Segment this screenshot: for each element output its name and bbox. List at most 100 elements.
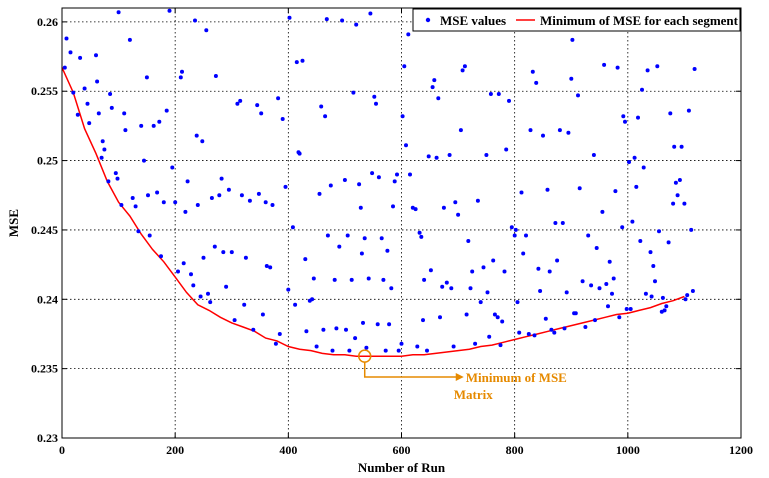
mse-point [391, 204, 395, 209]
mse-point [682, 201, 687, 206]
mse-point [643, 291, 648, 296]
mse-point [221, 250, 226, 255]
mse-point [359, 251, 364, 256]
mse-point [395, 172, 399, 177]
mse-point [400, 114, 405, 119]
mse-point [64, 36, 69, 41]
annotation-text-line-1: Minimum of MSE [466, 370, 567, 385]
mse-point [290, 225, 295, 230]
mse-point [173, 200, 178, 205]
mse-point [232, 318, 237, 323]
mse-point [204, 28, 209, 33]
mse-point [577, 186, 582, 191]
mse-point [219, 176, 224, 181]
mse-point [649, 294, 654, 299]
mse-point [526, 332, 531, 336]
mse-point [370, 171, 375, 176]
annotation-arrowhead [455, 372, 464, 381]
mse-point [159, 254, 163, 259]
mse-point [191, 283, 196, 288]
mse-point [438, 315, 442, 320]
mse-point [589, 283, 594, 288]
mse-point [264, 264, 269, 268]
mse-point [404, 143, 408, 148]
mse-point [106, 179, 111, 184]
mse-point [660, 295, 665, 300]
mse-point [413, 207, 418, 212]
plot-frame [61, 7, 742, 439]
mse-point [415, 344, 420, 349]
mse-point [122, 111, 127, 116]
mse-point [641, 165, 646, 170]
mse-point [294, 60, 299, 65]
mse-point [534, 80, 539, 85]
mse-point [607, 259, 612, 264]
mse-point [512, 233, 517, 238]
mse-point [638, 239, 643, 243]
mse-point [543, 316, 548, 321]
mse-point [194, 133, 199, 138]
mse-point [303, 257, 308, 262]
mse-point [243, 255, 248, 260]
x-tick-label: 0 [59, 443, 65, 457]
mse-point [421, 318, 425, 323]
mse-point [242, 302, 247, 307]
mse-point [623, 119, 627, 124]
mse-point [189, 272, 193, 277]
y-tick-label: 0.24 [37, 292, 58, 306]
mse-point [417, 230, 422, 235]
mse-point [387, 322, 392, 327]
mse-point [376, 175, 381, 180]
mse-point [251, 327, 256, 332]
x-tick-label: 1200 [729, 443, 753, 457]
mse-point [340, 18, 345, 23]
mse-point [553, 221, 558, 225]
mse-point [208, 300, 213, 305]
mse-point [478, 300, 483, 305]
mse-point [146, 193, 150, 198]
mse-point [611, 276, 616, 281]
mse-point [447, 153, 452, 157]
mse-point [224, 284, 229, 289]
mse-point [293, 302, 298, 307]
mse-point [349, 277, 354, 282]
mse-point [353, 336, 358, 341]
mse-point [151, 123, 156, 128]
mse-point [428, 268, 433, 273]
mse-point [273, 341, 278, 346]
mse-point [183, 209, 188, 214]
mse-point [337, 244, 342, 249]
mse-point [362, 236, 367, 241]
mse-point [593, 318, 597, 323]
mse-point [430, 85, 435, 90]
mse-point [620, 225, 625, 230]
mse-point [259, 111, 264, 116]
mse-point [276, 96, 281, 101]
mse-point [569, 76, 574, 81]
mse-point [597, 286, 602, 291]
mse-point [344, 327, 348, 332]
mse-point [161, 200, 166, 205]
mse-point [209, 196, 214, 200]
mse-point [206, 291, 210, 296]
mse-point [502, 269, 507, 274]
mse-point [300, 58, 305, 63]
mse-point [324, 17, 329, 22]
mse-point [621, 114, 626, 119]
mse-point [133, 204, 138, 209]
mse-point [136, 229, 141, 234]
mse-point [178, 75, 183, 80]
mse-point [576, 93, 580, 98]
mse-point [458, 128, 463, 133]
mse-point [195, 203, 200, 207]
mse-point [484, 153, 489, 157]
mse-point [130, 196, 135, 200]
mse-point [310, 297, 315, 302]
mse-point [547, 269, 552, 274]
mse-point [498, 343, 503, 348]
mse-point [389, 286, 394, 291]
mse-point [347, 348, 352, 353]
mse-point [632, 155, 637, 160]
mse-point [604, 282, 609, 286]
mse-point [419, 234, 424, 239]
